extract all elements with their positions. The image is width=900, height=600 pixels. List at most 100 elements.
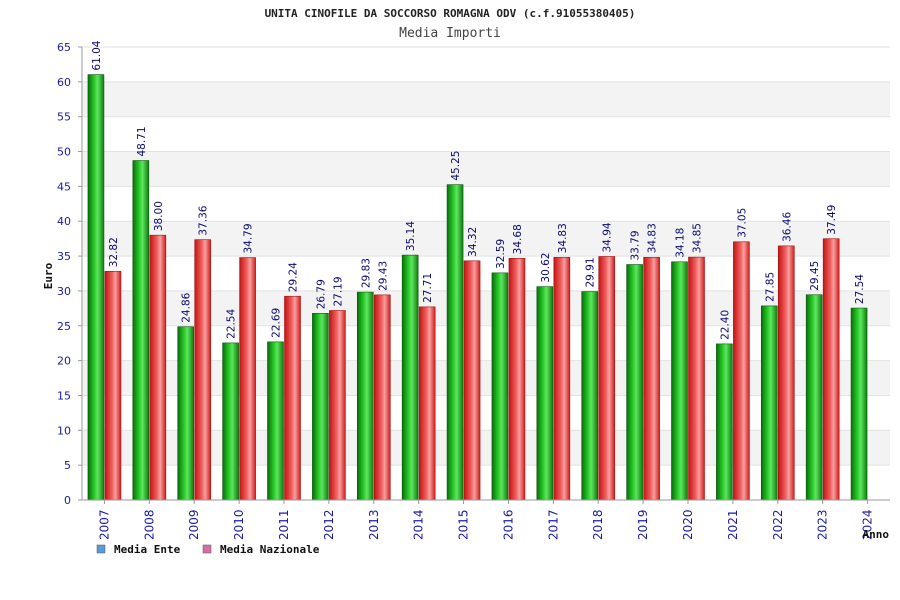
y-axis-label: Euro bbox=[42, 262, 55, 289]
bar-media-ente-2010 bbox=[222, 342, 239, 501]
bar-media-ente-2015 bbox=[446, 184, 464, 501]
data-label-media-ente-2013: 29.83 bbox=[360, 258, 372, 288]
bar-media-nazionale-2019 bbox=[643, 256, 660, 501]
x-tick-label-2019: 2019 bbox=[636, 509, 650, 540]
x-tick-label-2012: 2012 bbox=[322, 509, 336, 540]
x-tick-label-2010: 2010 bbox=[232, 509, 246, 540]
x-tick-label-2014: 2014 bbox=[412, 509, 426, 540]
bar-media-ente-2021 bbox=[716, 343, 733, 501]
bar-media-nazionale-2013 bbox=[373, 294, 391, 501]
y-tick-label: 55 bbox=[57, 111, 71, 124]
data-label-media-ente-2021: 22.40 bbox=[719, 310, 731, 340]
data-label-media-ente-2019: 33.79 bbox=[630, 230, 642, 260]
chart-subtitle: Media Importi bbox=[399, 26, 501, 41]
data-label-media-nazionale-2009: 37.36 bbox=[198, 205, 210, 235]
x-tick-label-2024: 2024 bbox=[861, 509, 875, 540]
data-label-media-ente-2010: 22.54 bbox=[226, 309, 238, 339]
grid-band bbox=[82, 430, 890, 466]
bar-media-nazionale-2014 bbox=[418, 306, 436, 501]
data-label-media-nazionale-2021: 37.05 bbox=[736, 208, 748, 238]
data-label-media-nazionale-2023: 37.49 bbox=[826, 205, 838, 235]
data-label-media-nazionale-2011: 29.24 bbox=[288, 262, 300, 292]
bar-media-nazionale-2021 bbox=[733, 241, 750, 501]
bar-media-ente-2009 bbox=[177, 326, 195, 501]
grid-band bbox=[82, 360, 890, 396]
x-tick-label-2017: 2017 bbox=[546, 509, 560, 540]
y-tick-label: 25 bbox=[57, 320, 71, 333]
y-tick-label: 50 bbox=[57, 146, 71, 159]
data-label-media-ente-2007: 61.04 bbox=[91, 40, 103, 70]
grid-bands bbox=[82, 81, 890, 466]
data-label-media-nazionale-2007: 32.82 bbox=[108, 237, 120, 267]
data-label-media-ente-2017: 30.62 bbox=[540, 253, 552, 283]
x-tick-label-2021: 2021 bbox=[726, 509, 740, 540]
data-label-media-nazionale-2014: 27.71 bbox=[422, 273, 434, 303]
y-tick-label: 5 bbox=[64, 459, 71, 472]
bar-media-nazionale-2007 bbox=[104, 270, 122, 501]
bar-media-ente-2007 bbox=[87, 74, 105, 501]
bar-media-ente-2013 bbox=[356, 291, 374, 501]
data-label-media-nazionale-2016: 34.68 bbox=[512, 224, 524, 254]
y-tick-label: 65 bbox=[57, 41, 71, 54]
data-label-media-nazionale-2012: 27.19 bbox=[332, 276, 344, 306]
bar-media-ente-2011 bbox=[267, 341, 284, 501]
y-tick-label: 40 bbox=[57, 215, 71, 228]
x-axis-label: Anno bbox=[863, 528, 890, 541]
x-tick-label-2020: 2020 bbox=[681, 509, 695, 540]
y-tick-label: 35 bbox=[57, 250, 71, 263]
bar-media-nazionale-2012 bbox=[329, 310, 346, 501]
bar-media-ente-2012 bbox=[312, 312, 329, 501]
bar-media-ente-2024 bbox=[850, 307, 868, 501]
grid-band bbox=[82, 81, 890, 117]
legend: Media Ente Media Nazionale bbox=[96, 543, 320, 556]
data-label-media-nazionale-2017: 34.83 bbox=[557, 223, 569, 253]
legend-swatch-media-ente bbox=[96, 544, 106, 554]
y-axis-ticks: 0 5 10 15 20 25 30 35 40 45 50 55 60 65 bbox=[57, 41, 82, 507]
data-label-media-ente-2023: 29.45 bbox=[809, 261, 821, 291]
x-tick-label-2007: 2007 bbox=[97, 509, 111, 540]
bar-media-ente-2014 bbox=[401, 254, 419, 501]
x-tick-label-2009: 2009 bbox=[187, 509, 201, 540]
x-tick-label-2023: 2023 bbox=[816, 509, 830, 540]
data-label-media-ente-2009: 24.86 bbox=[181, 292, 193, 322]
data-label-media-ente-2024: 27.54 bbox=[854, 274, 866, 304]
bar-media-nazionale-2022 bbox=[777, 245, 795, 501]
data-label-media-ente-2018: 29.91 bbox=[585, 257, 597, 287]
data-label-media-ente-2008: 48.71 bbox=[136, 126, 148, 156]
x-tick-label-2016: 2016 bbox=[501, 509, 515, 540]
bar-media-ente-2019 bbox=[626, 264, 643, 501]
data-label-media-nazionale-2013: 29.43 bbox=[377, 261, 389, 291]
bar-media-nazionale-2009 bbox=[194, 239, 212, 501]
bar-media-nazionale-2010 bbox=[239, 257, 256, 501]
bar-media-nazionale-2008 bbox=[149, 234, 167, 501]
legend-label-media-nazionale: Media Nazionale bbox=[220, 543, 320, 556]
y-tick-label: 10 bbox=[57, 424, 71, 437]
legend-label-media-ente: Media Ente bbox=[114, 543, 181, 556]
y-tick-label: 20 bbox=[57, 355, 71, 368]
x-tick-label-2018: 2018 bbox=[591, 509, 605, 540]
bar-media-ente-2023 bbox=[805, 294, 823, 501]
bar-media-ente-2018 bbox=[581, 291, 599, 501]
bar-media-nazionale-2015 bbox=[463, 260, 481, 501]
y-tick-label: 0 bbox=[64, 494, 71, 507]
data-label-media-ente-2016: 32.59 bbox=[495, 239, 507, 269]
data-label-media-nazionale-2015: 34.32 bbox=[467, 227, 479, 257]
bar-media-nazionale-2023 bbox=[822, 238, 840, 501]
x-tick-label-2022: 2022 bbox=[771, 509, 785, 540]
bar-media-ente-2017 bbox=[536, 286, 554, 501]
bars bbox=[87, 74, 868, 501]
y-tick-label: 60 bbox=[57, 76, 71, 89]
grid-band bbox=[82, 151, 890, 187]
y-tick-label: 15 bbox=[57, 389, 71, 402]
grid-band bbox=[82, 221, 890, 257]
bar-media-nazionale-2017 bbox=[553, 256, 571, 501]
bar-media-ente-2008 bbox=[132, 160, 150, 501]
bar-media-ente-2022 bbox=[760, 305, 778, 501]
data-label-media-ente-2022: 27.85 bbox=[764, 272, 776, 302]
x-tick-label-2011: 2011 bbox=[277, 509, 291, 540]
data-label-media-nazionale-2019: 34.83 bbox=[647, 223, 659, 253]
grid-band bbox=[82, 290, 890, 326]
bar-media-ente-2020 bbox=[671, 261, 688, 501]
